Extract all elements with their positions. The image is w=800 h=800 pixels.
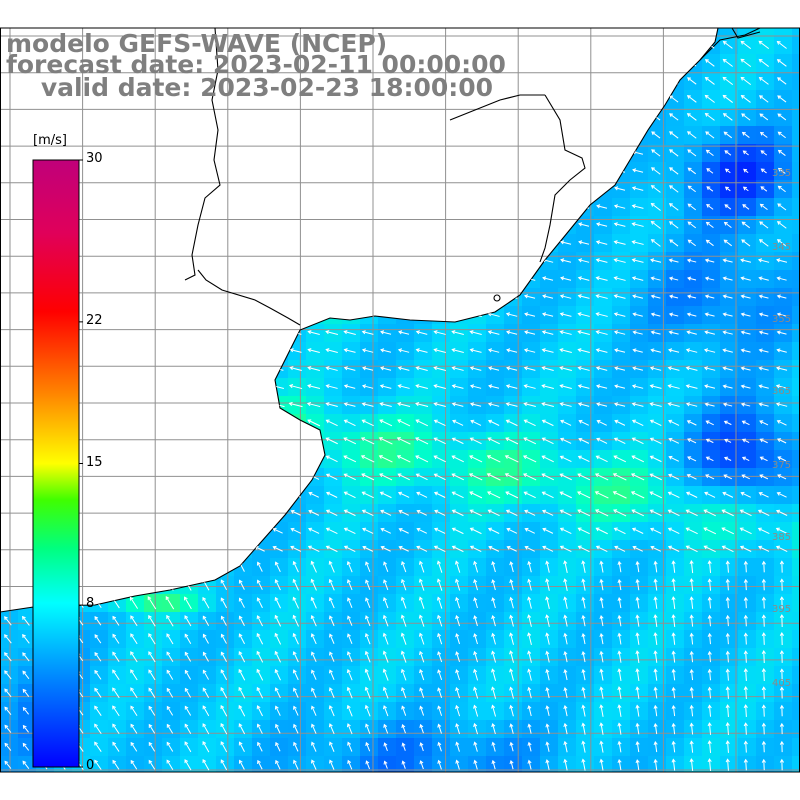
title-line-3: valid date: 2023-02-23 18:00:00: [6, 73, 494, 102]
svg-text:355: 355: [772, 314, 791, 325]
svg-text:345: 345: [772, 242, 791, 253]
colorbar-tick-label: 22: [86, 312, 103, 328]
coastline: [0, 27, 761, 613]
colorbar: [32, 159, 80, 768]
svg-text:405: 405: [772, 678, 791, 689]
colorbar-ticks: [79, 159, 83, 768]
title-line-1: modelo GEFS-WAVE (NCEP): [6, 29, 388, 58]
svg-text:365: 365: [772, 386, 791, 397]
coordinate-labels: 335 345 355 365 375 385 395 405: [772, 168, 791, 689]
svg-text:375: 375: [772, 460, 791, 471]
colorbar-tick-label: 30: [86, 151, 103, 166]
svg-text:335: 335: [772, 168, 791, 179]
title-line-2: forecast date: 2023-02-11 00:00:00: [6, 50, 506, 79]
colorbar-tick-label: 8: [86, 596, 95, 612]
svg-text:395: 395: [772, 604, 791, 615]
colorbar-tick-label: 15: [86, 454, 103, 470]
colorbar-unit: [m/s]: [33, 133, 67, 148]
colorbar-tick-label: 0: [86, 758, 95, 773]
svg-text:385: 385: [772, 532, 791, 543]
lat-lon-grid: [0, 28, 800, 772]
